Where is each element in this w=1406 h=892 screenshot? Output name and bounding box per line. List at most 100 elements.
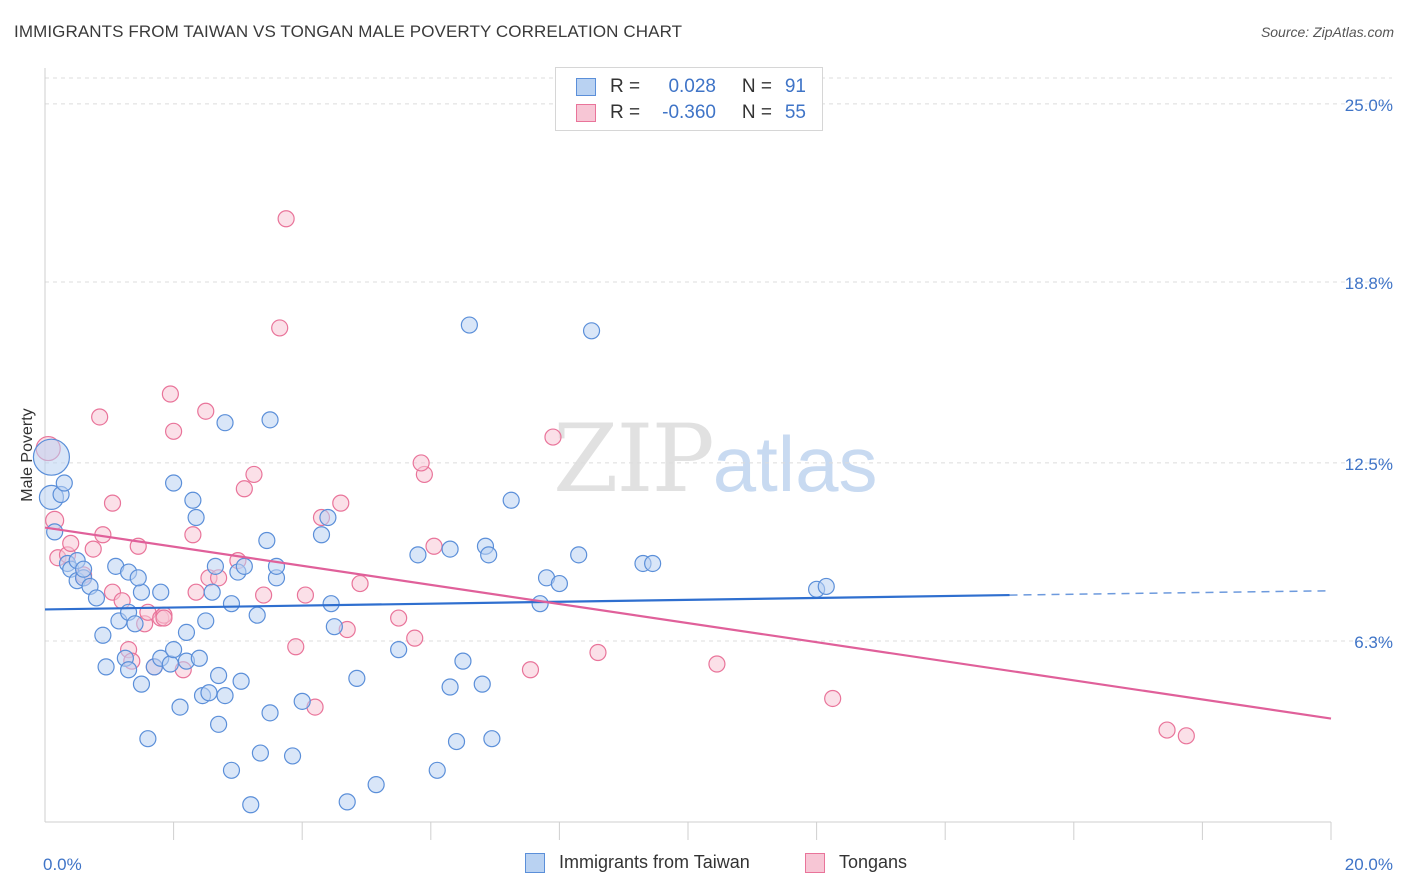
taiwan-point — [97, 658, 115, 676]
tongans-point — [708, 655, 726, 673]
taiwan-point — [319, 508, 337, 527]
legend-row-tongans: R = -0.360 N = 55 — [576, 101, 806, 125]
taiwan-point — [242, 796, 260, 814]
tongans-point — [406, 629, 424, 647]
legend-n-label: N = — [741, 102, 772, 123]
taiwan-point — [248, 606, 266, 624]
tongans-point — [91, 408, 109, 426]
taiwan-point — [126, 615, 144, 633]
taiwan-point — [87, 589, 106, 607]
taiwan-point — [210, 715, 228, 733]
taiwan-point — [210, 666, 228, 685]
taiwan-point — [197, 612, 215, 630]
tongans-point — [589, 643, 607, 662]
taiwan-point — [322, 595, 340, 613]
taiwan-point — [165, 474, 183, 492]
tongans-point — [161, 385, 179, 403]
x-tick-label-max: 20.0% — [1345, 855, 1393, 874]
tongans-point — [184, 526, 202, 544]
legend-n-value: 55 — [784, 102, 806, 123]
series-legend: Immigrants from Taiwan Tongans — [0, 852, 1406, 878]
tongans-point — [1158, 721, 1176, 739]
taiwan-point — [367, 776, 385, 794]
trend-line-tongans — [44, 526, 1332, 720]
taiwan-point — [129, 569, 147, 587]
legend-n-value: 91 — [784, 76, 806, 97]
taiwan-point — [348, 669, 366, 687]
legend-swatch-pink — [576, 104, 596, 122]
taiwan-point — [94, 626, 112, 644]
series-name-tongans: Tongans — [839, 852, 908, 872]
tongans-point — [84, 540, 102, 558]
taiwan-point — [251, 744, 270, 762]
y-tick-label: 18.8% — [1345, 274, 1393, 293]
taiwan-point — [222, 595, 241, 613]
taiwan-point — [171, 698, 189, 716]
tongans-point — [197, 402, 215, 420]
y-tick-label: 25.0% — [1345, 96, 1393, 115]
y-tick-label: 6.3% — [1354, 633, 1393, 652]
tongans-point — [390, 609, 408, 627]
taiwan-point — [235, 557, 253, 575]
taiwan-point — [232, 672, 250, 690]
taiwan-point — [187, 508, 205, 527]
tongans-point — [412, 454, 430, 472]
series-swatch-blue — [525, 852, 545, 873]
taiwan-point — [222, 761, 241, 779]
taiwan-point — [480, 546, 498, 564]
taiwan-point — [177, 623, 196, 642]
series-tongans — [35, 210, 1195, 745]
tongans-point — [1177, 727, 1195, 745]
taiwan-point — [428, 761, 446, 779]
taiwan-point — [447, 732, 466, 751]
taiwan-point — [258, 531, 276, 550]
taiwan-point — [261, 411, 279, 429]
x-tick-label-min: 0.0% — [43, 855, 82, 874]
taiwan-point — [161, 655, 179, 673]
tongans-point — [332, 494, 350, 512]
legend-r-label: R = — [610, 102, 641, 123]
taiwan-point — [119, 661, 138, 679]
taiwan-point — [441, 540, 459, 558]
taiwan-point — [473, 675, 491, 693]
taiwan-point — [483, 730, 501, 748]
tongans-point — [235, 480, 253, 498]
watermark: ZIPatlas — [553, 405, 877, 514]
taiwan-point — [200, 684, 218, 702]
taiwan-point — [550, 574, 569, 593]
watermark-atlas: atlas — [712, 420, 878, 508]
correlation-legend: R = 0.028 N = 91 R = -0.360 N = 55 — [555, 67, 823, 131]
taiwan-point — [325, 618, 343, 636]
taiwan-point — [570, 546, 588, 564]
tongans-point — [521, 661, 540, 679]
taiwan-point — [582, 322, 601, 340]
legend-r-value: 0.028 — [668, 76, 716, 97]
taiwan-point — [203, 583, 221, 601]
taiwan-point — [152, 583, 170, 601]
taiwan-point — [502, 491, 520, 509]
taiwan-point — [216, 414, 234, 432]
taiwan-point — [338, 793, 356, 811]
legend-r-label: R = — [610, 76, 641, 97]
taiwan-point — [312, 526, 331, 544]
tongans-point — [824, 689, 842, 708]
taiwan-point — [32, 438, 71, 476]
taiwan-point — [132, 675, 151, 693]
taiwan-point — [293, 692, 311, 710]
taiwan-point — [441, 678, 459, 696]
taiwan-point — [817, 577, 835, 596]
taiwan-point — [132, 583, 151, 601]
taiwan-point — [184, 491, 202, 509]
taiwan-point — [46, 523, 64, 541]
taiwan-point — [409, 546, 427, 564]
trend-lines — [44, 526, 1332, 720]
taiwan-point — [531, 595, 549, 613]
tongans-point — [296, 586, 315, 604]
series-legend-taiwan: Immigrants from Taiwan — [525, 852, 750, 873]
legend-swatch-blue — [576, 78, 596, 96]
tongans-point — [287, 638, 305, 656]
trend-line-taiwan — [44, 593, 1010, 611]
taiwan-point — [139, 730, 157, 748]
legend-r-value: -0.360 — [662, 102, 716, 123]
source-label: Source: ZipAtlas.com — [1260, 24, 1394, 40]
